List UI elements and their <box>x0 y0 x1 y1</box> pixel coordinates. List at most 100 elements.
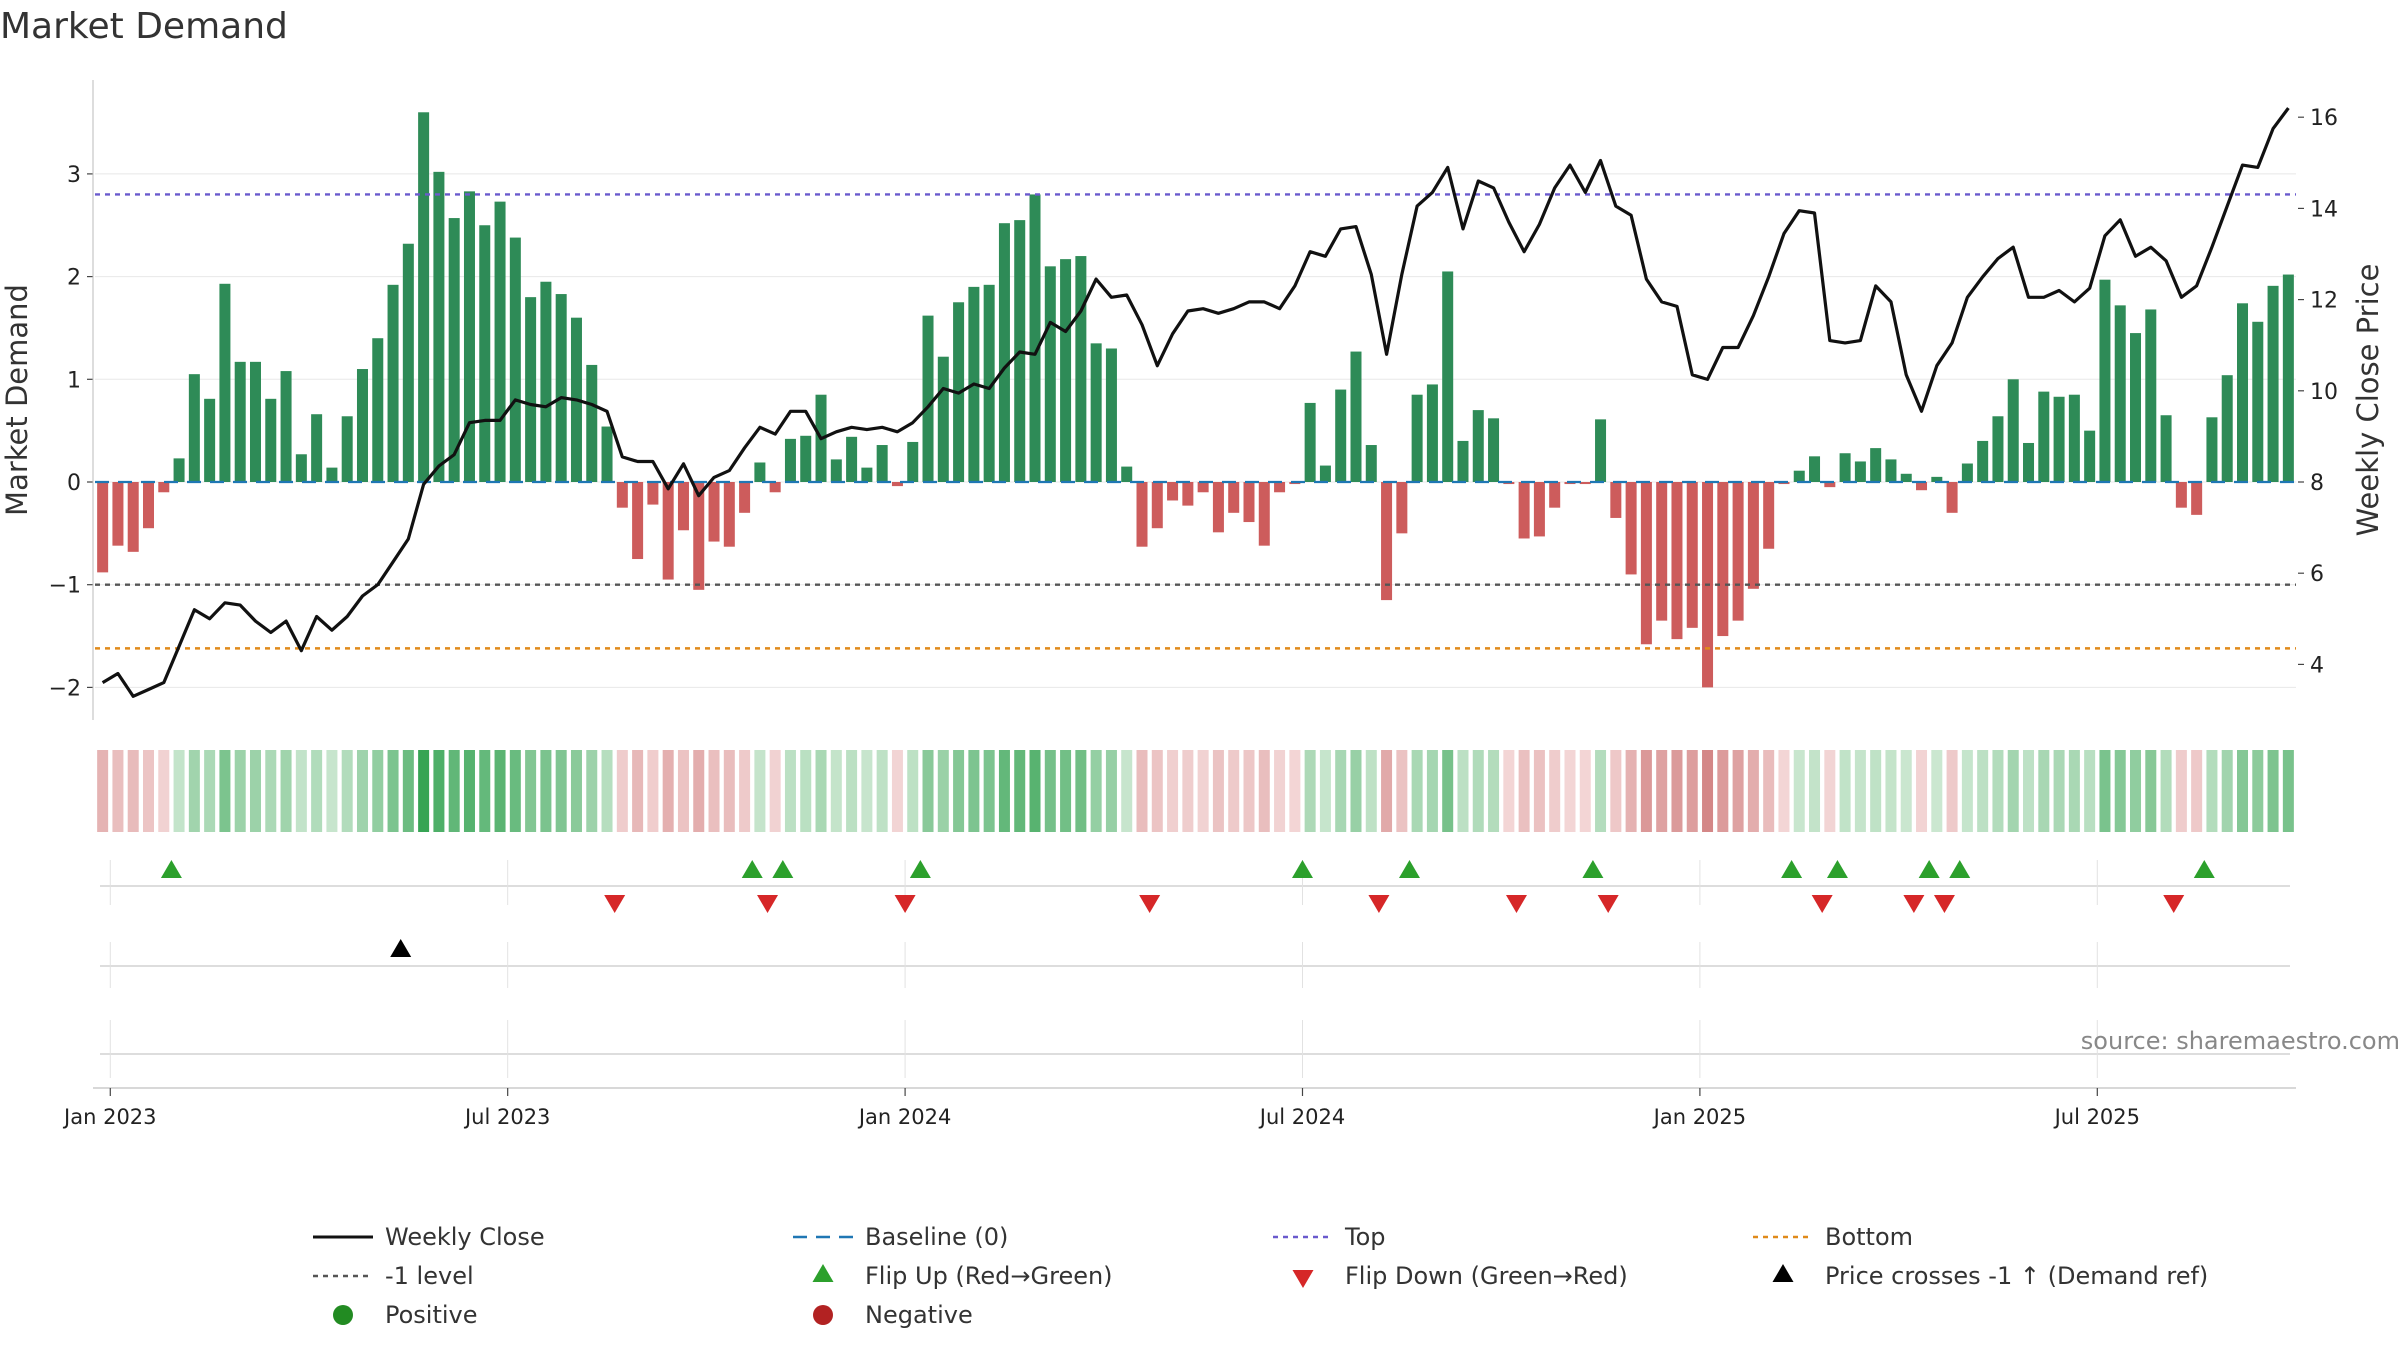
heat-cell <box>448 750 460 832</box>
positive-bar <box>2221 375 2233 482</box>
legend-label: Top <box>1344 1223 1386 1251</box>
positive-bar <box>1319 465 1331 482</box>
heat-cell <box>1533 750 1545 832</box>
positive-bar <box>204 398 216 482</box>
flip-down-marker <box>2163 895 2185 913</box>
negative-bar <box>127 482 139 552</box>
heat-cell <box>2145 750 2157 832</box>
heat-cell <box>2053 750 2065 832</box>
heat-cell <box>2252 750 2264 832</box>
legend-item: Price crosses -1 ↑ (Demand ref) <box>1772 1262 2208 1290</box>
negative-bar <box>616 482 628 508</box>
heat-cell <box>1686 750 1698 832</box>
positive-bar <box>265 398 277 482</box>
positive-bar <box>586 364 598 482</box>
heat-cell <box>1992 750 2004 832</box>
negative-bar <box>1579 482 1591 485</box>
heat-cell <box>1105 750 1117 832</box>
heat-cell <box>494 750 506 832</box>
heat-cell <box>1350 750 1362 832</box>
flip-up-marker <box>1398 860 1420 878</box>
heat-cell <box>1503 750 1515 832</box>
positive-bar <box>280 371 292 482</box>
positive-bar <box>448 218 460 482</box>
heat-cell <box>463 750 475 832</box>
flip-up-marker <box>772 860 794 878</box>
legend-label: Flip Down (Green→Red) <box>1345 1262 1628 1290</box>
heat-cell <box>1090 750 1102 832</box>
legend-swatch <box>813 1305 833 1325</box>
positive-bar <box>1426 384 1438 482</box>
heat-cell <box>1060 750 1072 832</box>
negative-bar <box>1258 482 1270 546</box>
heat-cell <box>846 750 858 832</box>
flip-up-marker <box>2193 860 2215 878</box>
positive-bar <box>1961 463 1973 482</box>
heat-cell <box>800 750 812 832</box>
positive-bar <box>1992 416 2004 482</box>
heat-cell <box>815 750 827 832</box>
y2-tick-label: 6 <box>2310 562 2324 587</box>
y2-tick-label: 12 <box>2310 289 2338 314</box>
y2-axis: 16 14 12 10 8 6 4 <box>2298 106 2338 678</box>
heat-cell <box>2237 750 2249 832</box>
heat-cell <box>540 750 552 832</box>
positive-bar <box>525 297 537 482</box>
heat-cell <box>647 750 659 832</box>
heat-cell <box>1946 750 1958 832</box>
negative-bar <box>1732 482 1744 621</box>
heat-cell <box>112 750 124 832</box>
x-axis: Jan 2023 Jul 2023 Jan 2024 Jul 2024 Jan 2025… <box>62 1087 2296 1129</box>
heat-cell <box>1625 750 1637 832</box>
positive-bar <box>2038 391 2050 482</box>
heat-cell <box>586 750 598 832</box>
positive-bar <box>1885 459 1897 482</box>
heat-cell <box>1488 750 1500 832</box>
negative-bar <box>1396 482 1408 534</box>
positive-bar <box>1365 445 1377 482</box>
heat-cell <box>769 750 781 832</box>
negative-bar <box>708 482 720 542</box>
heat-cell <box>188 750 200 832</box>
negative-bar <box>1274 482 1286 493</box>
positive-bar <box>402 243 414 482</box>
y-tick-label: 1 <box>67 368 81 393</box>
positive-bar <box>1335 389 1347 482</box>
positive-bar <box>876 445 888 482</box>
heat-cell <box>2038 750 2050 832</box>
heat-cell <box>1717 750 1729 832</box>
heat-strip-bg <box>95 750 2296 832</box>
heat-cell <box>1747 750 1759 832</box>
legend-label: Flip Up (Red→Green) <box>865 1262 1113 1290</box>
negative-bar <box>158 482 170 493</box>
y2-axis-label: Weekly Close Price <box>2351 264 2385 537</box>
positive-bar <box>1457 440 1469 482</box>
negative-bar <box>1717 482 1729 637</box>
negative-bar <box>662 482 674 580</box>
positive-bar <box>830 459 842 482</box>
heat-cell <box>1854 750 1866 832</box>
price-cross-marker <box>390 939 412 957</box>
heat-cell <box>433 750 445 832</box>
heat-cell <box>1900 750 1912 832</box>
positive-bar <box>846 436 858 482</box>
heat-cell <box>1319 750 1331 832</box>
heat-cell <box>2282 750 2294 832</box>
heat-cell <box>1151 750 1163 832</box>
heat-cell <box>1289 750 1301 832</box>
positive-bar <box>2237 303 2249 482</box>
positive-bar <box>1488 418 1500 482</box>
heat-cell <box>693 750 705 832</box>
source-credit: source: sharemaestro.com <box>2081 1027 2400 1055</box>
positive-bar <box>1900 473 1912 482</box>
negative-bar <box>1533 482 1545 537</box>
positive-bar <box>173 458 185 482</box>
legend-label: -1 level <box>385 1262 474 1290</box>
flip-markers <box>100 860 2290 1078</box>
positive-bar <box>1105 348 1117 482</box>
positive-bar <box>1075 256 1087 482</box>
chart-title: Market Demand <box>0 6 288 47</box>
negative-bar <box>723 482 735 547</box>
weekly-close-line <box>101 107 2290 698</box>
